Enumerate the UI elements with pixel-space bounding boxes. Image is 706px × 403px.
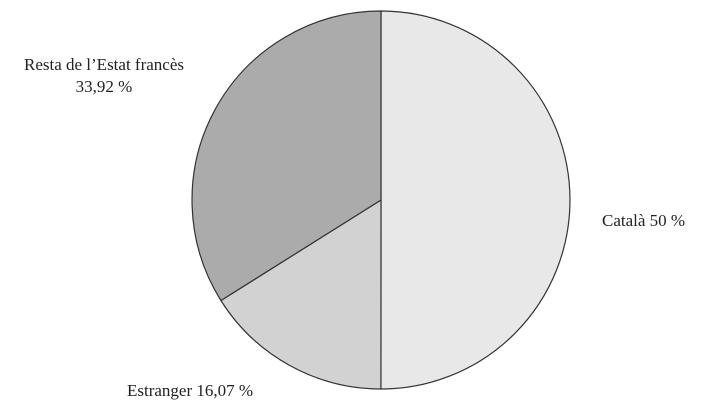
slice-label-catala: Català 50 % (602, 211, 685, 230)
slice-catala (380, 10, 571, 390)
slice-resta-estat-frances (191, 10, 382, 302)
slice-label-resta-line1: Resta de l’Estat francès (24, 55, 184, 74)
slice-estranger (220, 199, 382, 390)
pie-slices (191, 10, 571, 390)
slice-label-resta-line2: 33,92 % (76, 77, 133, 96)
slice-label-estranger: Estranger 16,07 % (127, 381, 253, 400)
